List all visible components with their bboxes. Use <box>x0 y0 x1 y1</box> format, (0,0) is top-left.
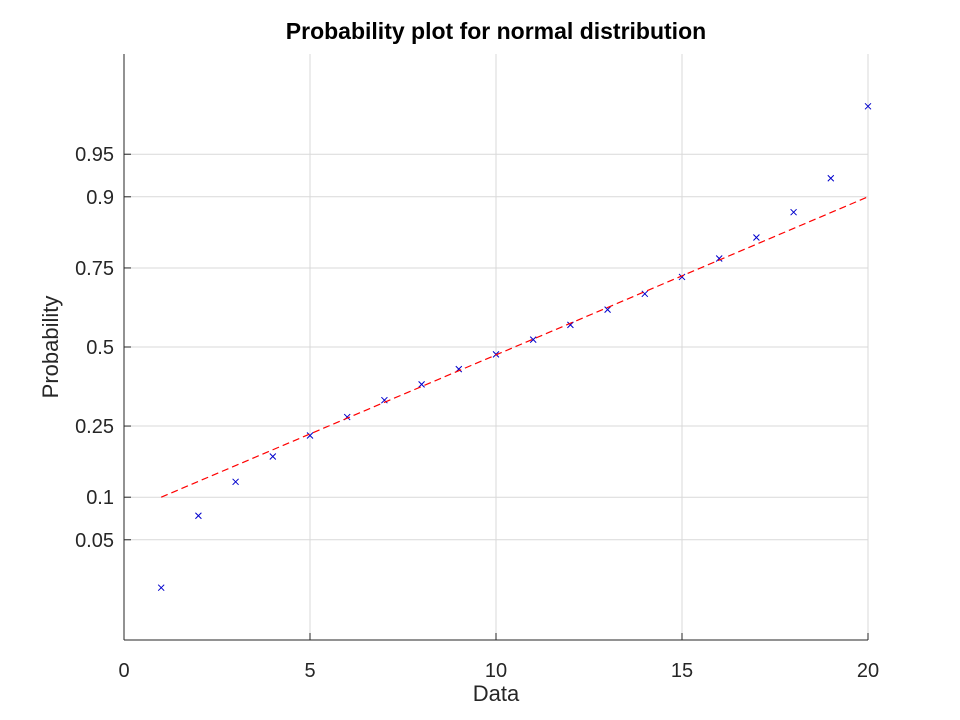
reference-fit-line <box>160 196 869 498</box>
data-series <box>157 102 872 592</box>
x-tick-label: 5 <box>304 660 315 682</box>
data-point-marker <box>381 396 388 404</box>
data-point-marker <box>641 290 649 298</box>
data-point-marker <box>790 208 797 216</box>
y-tick-label: 0.95 <box>75 144 114 166</box>
y-tick-label: 0.1 <box>86 487 114 509</box>
data-point-marker <box>232 478 239 486</box>
x-axis-ticks: 0 5 10 15 20 <box>118 633 879 682</box>
y-tick-label: 0.75 <box>75 258 114 280</box>
data-point-marker <box>827 174 835 182</box>
grid <box>123 54 869 640</box>
data-point-marker <box>678 273 686 281</box>
y-axis-ticks: 0.05 0.1 0.25 0.5 0.75 0.9 0.95 <box>75 144 131 552</box>
x-axis-title: Data <box>473 681 520 706</box>
y-tick-label: 0.9 <box>86 187 114 209</box>
data-point-marker <box>715 255 723 262</box>
data-point-marker <box>157 584 165 592</box>
chart-title: Probability plot for normal distribution <box>286 18 706 44</box>
x-tick-label: 15 <box>671 660 693 682</box>
y-tick-label: 0.5 <box>86 337 114 359</box>
x-tick-label: 20 <box>857 660 879 682</box>
data-point-marker <box>604 306 611 314</box>
data-point-marker <box>306 432 314 439</box>
data-point-marker <box>195 512 202 520</box>
y-tick-label: 0.25 <box>75 416 114 438</box>
data-point-marker <box>753 234 760 241</box>
data-point-marker <box>864 102 872 110</box>
x-tick-label: 10 <box>485 660 507 682</box>
y-axis-title: Probability <box>38 296 63 399</box>
y-tick-label: 0.05 <box>75 530 114 552</box>
x-tick-label: 0 <box>118 660 129 682</box>
data-point-marker <box>418 380 425 388</box>
data-point-marker <box>269 453 277 460</box>
data-point-marker <box>529 336 537 344</box>
